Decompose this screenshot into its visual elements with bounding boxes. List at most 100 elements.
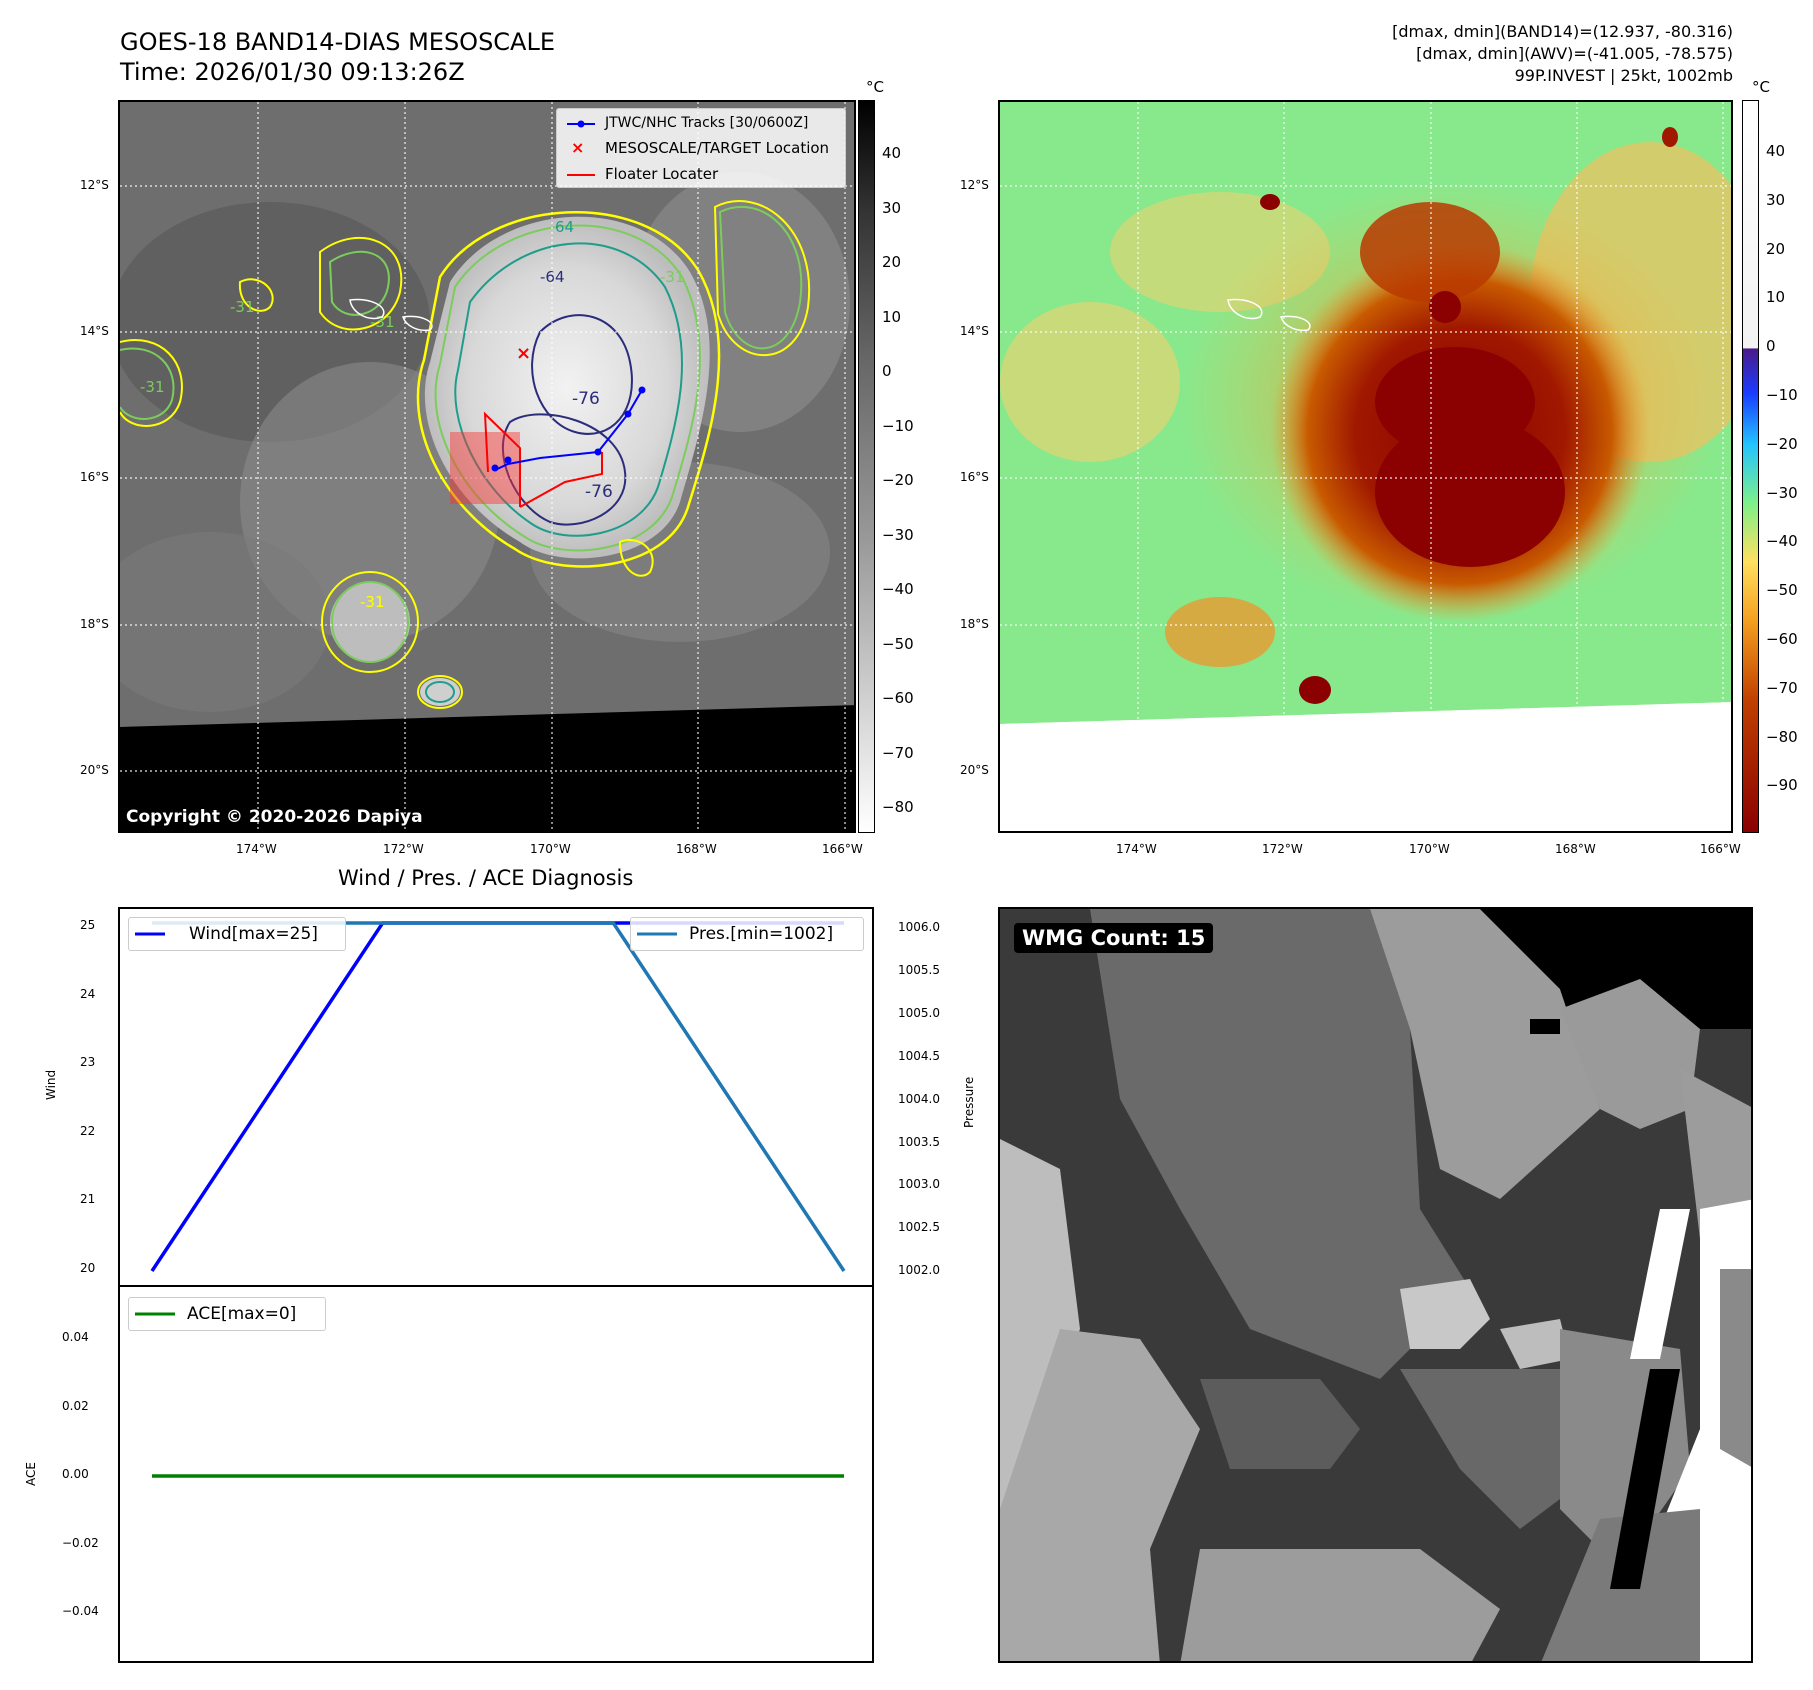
wmg-image xyxy=(1000,909,1751,1661)
series-line-pressure xyxy=(152,921,846,1272)
colorbar-tick: −70 xyxy=(882,743,914,762)
lat-label: 18°S xyxy=(80,617,109,631)
lon-label: 172°W xyxy=(1262,842,1303,856)
legend-target-label: MESOSCALE/TARGET Location xyxy=(605,139,830,157)
wind-tick-label: 23 xyxy=(80,1055,96,1070)
lon-label: 170°W xyxy=(1409,842,1450,856)
colorbar-tick: 30 xyxy=(1766,190,1786,209)
lat-label: 12°S xyxy=(80,178,109,192)
wind-tick-label: 24 xyxy=(80,986,96,1001)
contour-label: 64 xyxy=(555,218,574,236)
pressure-axis-label: Pressure xyxy=(962,1076,976,1128)
band14-colorbar xyxy=(858,100,875,833)
band14-map: 64 -31 -31 -31 -31 -76 -76 -64 -31 xyxy=(118,100,856,833)
lat-label: 16°S xyxy=(960,470,989,484)
pressure-tick-label: 1002.0 xyxy=(898,1263,940,1278)
colorbar-tick: 40 xyxy=(882,144,902,162)
legend-track-label: JTWC/NHC Tracks [30/0600Z] xyxy=(605,115,809,131)
colorbar-tick: 20 xyxy=(1766,239,1786,258)
diagnosis-title: Wind / Pres. / ACE Diagnosis xyxy=(338,866,634,890)
contour-label: -31 xyxy=(230,298,255,316)
colorbar-tick: 0 xyxy=(1766,337,1776,356)
lat-label: 20°S xyxy=(960,763,989,777)
ace-tick-label: −0.02 xyxy=(62,1535,99,1550)
lat-label: 18°S xyxy=(960,617,989,631)
colorbar-tick: −10 xyxy=(1766,386,1798,404)
pressure-tick-label: 1003.0 xyxy=(898,1177,940,1192)
ace-tick-label: 0.00 xyxy=(62,1467,89,1481)
legend-floater-label: Floater Locater xyxy=(605,165,719,183)
figure-title: GOES-18 BAND14-DIAS MESOSCALE xyxy=(120,28,556,56)
svg-text:×: × xyxy=(516,343,531,364)
colorbar-tick: 0 xyxy=(882,362,892,380)
ace-plot: ACE[max=0] xyxy=(118,1285,874,1663)
pressure-tick-label: 1002.5 xyxy=(898,1220,940,1235)
colorbar-tick: −30 xyxy=(882,525,914,544)
pressure-legend: Pres.[min=1002] xyxy=(630,917,864,951)
figure-time: Time: 2026/01/30 09:13:26Z xyxy=(120,58,465,86)
colorbar-tick: −60 xyxy=(882,689,914,707)
ace-axis-label: ACE xyxy=(24,1462,38,1486)
contour-label: -31 xyxy=(660,268,685,286)
contour-label: -76 xyxy=(572,389,600,409)
colorbar-unit: °C xyxy=(1752,78,1770,96)
colorbar-unit: °C xyxy=(866,78,884,96)
pressure-tick-label: 1004.0 xyxy=(898,1091,940,1106)
colorbar-tick: 10 xyxy=(882,307,902,326)
pressure-legend-label: Pres.[min=1002] xyxy=(689,924,834,944)
contour-label: -31 xyxy=(140,378,165,396)
info-storm: 99P.INVEST | 25kt, 1002mb xyxy=(1514,66,1733,85)
awv-map xyxy=(998,100,1733,833)
awv-map-svg xyxy=(1000,102,1731,831)
colorbar-tick: 10 xyxy=(1766,288,1786,307)
map-legend: × JTWC/NHC Tracks [30/0600Z] MESOSCALE/T… xyxy=(556,108,846,188)
colorbar-tick: −50 xyxy=(1766,581,1798,600)
colorbar-tick: −90 xyxy=(1766,776,1798,795)
ace-tick-label: −0.04 xyxy=(62,1604,99,1618)
ace-legend: ACE[max=0] xyxy=(128,1297,326,1331)
lon-label: 168°W xyxy=(676,842,717,856)
lon-label: 174°W xyxy=(1116,842,1157,856)
lat-label: 16°S xyxy=(80,470,109,484)
contour-label: -31 xyxy=(370,313,395,331)
svg-text:×: × xyxy=(571,138,584,157)
series-line-wind xyxy=(150,921,844,1272)
contour-label: -31 xyxy=(360,593,385,611)
awv-colorbar xyxy=(1742,100,1759,833)
copyright-text: Copyright © 2020-2026 Dapiya xyxy=(126,807,423,827)
wind-tick-label: 21 xyxy=(80,1192,96,1207)
wind-legend-label: Wind[max=25] xyxy=(189,924,318,944)
lat-label: 14°S xyxy=(80,324,109,338)
pressure-tick-label: 1003.5 xyxy=(898,1134,940,1149)
wind-legend: Wind[max=25] xyxy=(128,917,346,951)
lon-label: 166°W xyxy=(822,842,863,856)
ace-tick-label: 0.02 xyxy=(62,1398,89,1413)
colorbar-tick: −30 xyxy=(1766,483,1798,502)
lon-label: 166°W xyxy=(1700,842,1741,856)
colorbar-tick: −70 xyxy=(1766,678,1798,697)
colorbar-tick: −80 xyxy=(882,798,914,816)
colorbar-tick: −20 xyxy=(882,471,914,489)
colorbar-tick: −10 xyxy=(882,416,914,435)
colorbar-tick: 20 xyxy=(882,253,902,271)
colorbar-tick: −40 xyxy=(1766,532,1798,551)
pressure-tick-label: 1005.5 xyxy=(898,962,940,977)
colorbar-tick: 30 xyxy=(882,198,902,217)
info-band14: [dmax, dmin](BAND14)=(12.937, -80.316) xyxy=(1392,22,1733,41)
colorbar-tick: 40 xyxy=(1766,142,1786,160)
lat-label: 14°S xyxy=(960,324,989,338)
wmg-count-label: WMG Count: 15 xyxy=(1014,923,1214,953)
wind-pressure-plot: Wind[max=25] Pres.[min=1002] xyxy=(118,907,874,1287)
colorbar-tick: −80 xyxy=(1766,727,1798,746)
lat-label: 12°S xyxy=(960,178,989,192)
ace-tick-label: 0.04 xyxy=(62,1330,89,1344)
colorbar-tick: −40 xyxy=(882,580,914,598)
lon-label: 174°W xyxy=(236,842,277,856)
lon-label: 168°W xyxy=(1555,842,1596,856)
lon-label: 172°W xyxy=(383,842,424,856)
wind-tick-label: 25 xyxy=(80,918,96,932)
wind-tick-label: 22 xyxy=(80,1123,96,1138)
pressure-tick-label: 1005.0 xyxy=(898,1005,940,1020)
ace-legend-label: ACE[max=0] xyxy=(187,1304,297,1324)
lon-label: 170°W xyxy=(530,842,571,856)
